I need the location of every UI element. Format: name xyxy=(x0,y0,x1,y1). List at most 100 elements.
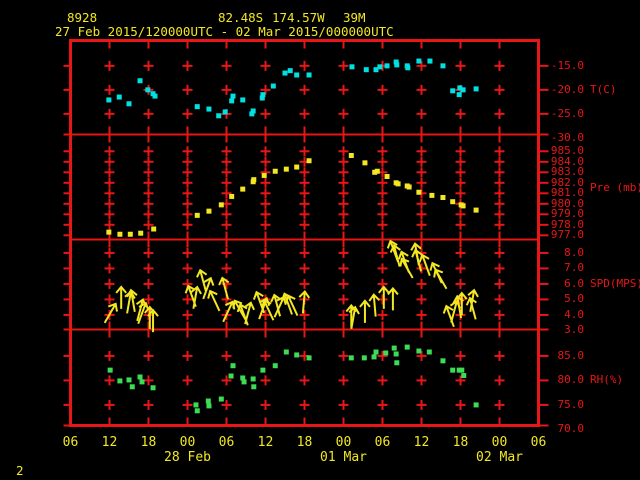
wind-arrow xyxy=(103,302,118,324)
pressure-point xyxy=(194,212,200,218)
y-tick-label: 4.0 xyxy=(564,307,584,321)
wind-arrow xyxy=(270,293,282,317)
x-hour-label: 12 xyxy=(101,435,118,450)
station-longitude: 174.57W xyxy=(272,10,325,25)
relative_humidity-point xyxy=(440,358,446,364)
x-hour-label: 06 xyxy=(530,435,547,450)
relative_humidity-point xyxy=(241,379,247,385)
wind-arrow xyxy=(389,243,401,267)
temperature-point xyxy=(194,104,200,110)
temperature-point xyxy=(456,92,462,98)
relative_humidity-point xyxy=(473,402,479,408)
temperature-point xyxy=(126,101,132,107)
pressure-point xyxy=(460,203,466,209)
x-hour-label: 00 xyxy=(179,435,196,450)
temperature-point xyxy=(249,111,255,117)
y-tick-label: 5.0 xyxy=(564,292,584,306)
relative_humidity-point xyxy=(228,373,234,379)
temperature-point xyxy=(349,64,355,70)
x-hour-label: 12 xyxy=(257,435,274,450)
y-tick-label: -15.0 xyxy=(550,58,584,72)
relative_humidity-point xyxy=(251,384,257,390)
relative_humidity-point xyxy=(459,367,465,373)
y-tick-label: 75.0 xyxy=(557,397,585,411)
temperature-point xyxy=(137,78,143,84)
pressure-point xyxy=(117,231,123,237)
y-axis-unit-label: Pre (mb) xyxy=(590,181,640,195)
wind-arrow xyxy=(126,288,138,312)
temperature-point xyxy=(216,113,222,119)
pressure-point xyxy=(374,168,380,174)
y-axis-unit-label: T(C) xyxy=(590,82,617,96)
wind-arrow xyxy=(399,257,414,279)
temperature-point xyxy=(440,63,446,69)
pressure-point xyxy=(406,184,412,190)
x-date-label: 02 Mar xyxy=(476,450,523,465)
pressure-point xyxy=(473,207,479,213)
temperature-point xyxy=(393,59,399,65)
wind-arrow xyxy=(196,268,208,292)
temperature-point xyxy=(457,85,463,91)
temperature-point xyxy=(473,86,479,92)
pressure-point xyxy=(251,177,257,183)
wind-arrow xyxy=(298,290,311,314)
relative_humidity-point xyxy=(126,377,132,383)
y-tick-label: 977.0 xyxy=(550,228,584,242)
wind-arrow xyxy=(190,285,202,309)
y-tick-label: 80.0 xyxy=(557,373,585,387)
relative_humidity-point xyxy=(205,398,211,404)
wind-arrow xyxy=(442,304,455,328)
x-hour-label: 18 xyxy=(296,435,313,450)
temperature-point xyxy=(260,92,266,98)
y-axis-unit-label: RH(%) xyxy=(590,373,624,387)
relative_humidity-point xyxy=(117,378,123,384)
relative_humidity-point xyxy=(383,350,389,356)
y-axis-unit-label: SPD(MPS) xyxy=(590,276,640,290)
temperature-point xyxy=(405,65,411,71)
pressure-point xyxy=(384,174,390,179)
pressure-point xyxy=(450,199,456,205)
relative_humidity-point xyxy=(193,402,199,408)
temperature-point xyxy=(282,70,288,76)
relative_humidity-point xyxy=(348,355,354,361)
temperature-point xyxy=(250,108,256,114)
pressure-point xyxy=(240,186,246,192)
relative_humidity-point xyxy=(371,354,377,360)
wind-arrow xyxy=(147,308,159,333)
temperature-point xyxy=(294,72,300,78)
x-date-label: 28 Feb xyxy=(164,450,211,465)
y-tick-label: 980.0 xyxy=(550,196,584,210)
y-tick-label: 978.0 xyxy=(550,217,584,231)
wind-arrow xyxy=(378,285,390,309)
temperature-point xyxy=(373,67,379,73)
temperature-point xyxy=(229,98,235,104)
y-tick-label: 70.0 xyxy=(557,422,585,436)
y-tick-label: 979.0 xyxy=(550,207,584,221)
wind-arrow xyxy=(202,276,215,300)
wind-arrow xyxy=(285,294,299,317)
temperature-point xyxy=(240,97,246,103)
pressure-point xyxy=(229,193,235,199)
temperature-point xyxy=(384,63,390,69)
pressure-point xyxy=(429,192,435,198)
x-hour-label: 06 xyxy=(218,435,235,450)
x-hour-label: 00 xyxy=(491,435,508,450)
y-tick-label: 6.0 xyxy=(564,276,584,290)
temperature-point xyxy=(106,97,112,103)
wind-arrow xyxy=(137,301,150,325)
y-tick-label: 981.0 xyxy=(550,186,584,200)
y-tick-label: -20.0 xyxy=(550,82,584,96)
relative_humidity-point xyxy=(426,349,432,355)
pressure-point xyxy=(294,164,300,170)
pressure-point xyxy=(440,195,446,200)
relative_humidity-point xyxy=(394,360,400,366)
temperature-point xyxy=(394,62,400,68)
relative_humidity-point xyxy=(129,384,135,390)
x-hour-label: 06 xyxy=(62,435,79,450)
temperature-point xyxy=(206,106,212,112)
x-hour-label: 18 xyxy=(140,435,157,450)
pressure-point xyxy=(151,226,157,232)
y-tick-label: 8.0 xyxy=(564,245,584,259)
relative_humidity-point xyxy=(393,351,399,357)
